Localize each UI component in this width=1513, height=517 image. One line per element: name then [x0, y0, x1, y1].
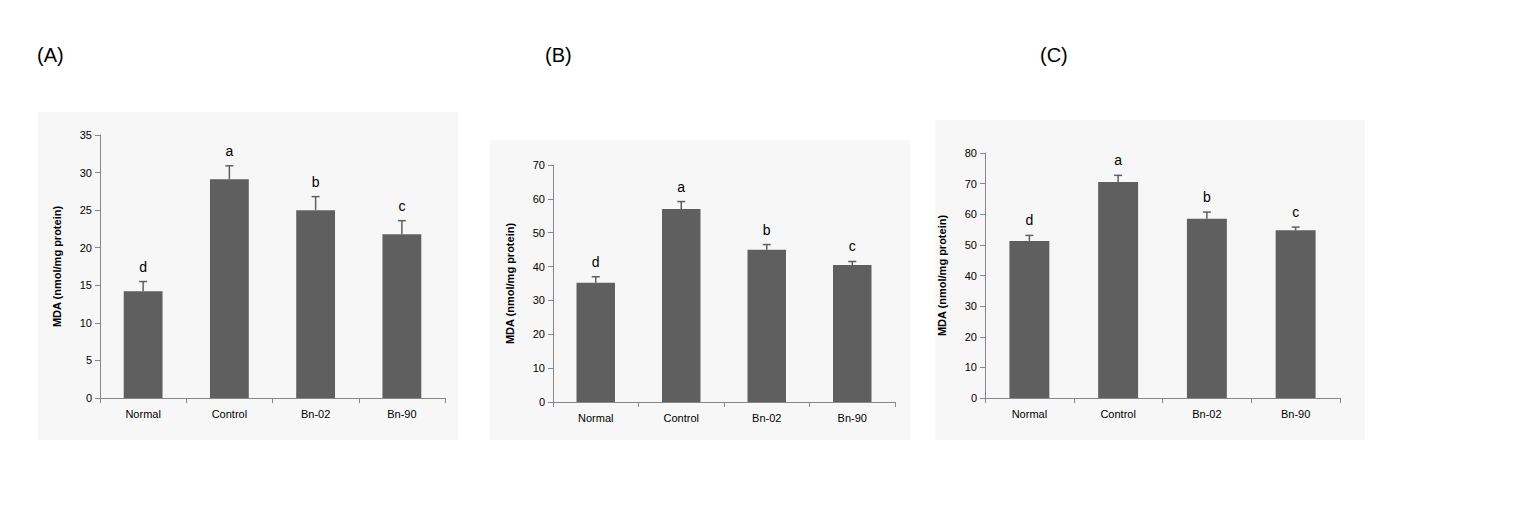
svg-text:70: 70: [533, 159, 545, 171]
svg-text:25: 25: [80, 204, 92, 216]
svg-text:10: 10: [80, 317, 92, 329]
svg-text:20: 20: [965, 331, 977, 343]
svg-text:40: 40: [533, 261, 545, 273]
svg-text:5: 5: [86, 354, 92, 366]
svg-text:Control: Control: [664, 412, 699, 424]
svg-text:b: b: [312, 174, 320, 190]
svg-text:35: 35: [80, 129, 92, 141]
svg-text:Normal: Normal: [125, 408, 160, 420]
svg-text:Bn-90: Bn-90: [838, 412, 867, 424]
svg-text:(A): (A): [37, 44, 64, 66]
svg-text:c: c: [398, 198, 405, 214]
svg-text:30: 30: [80, 167, 92, 179]
svg-text:d: d: [592, 254, 600, 270]
svg-text:(B): (B): [545, 44, 572, 66]
svg-text:50: 50: [533, 227, 545, 239]
svg-text:10: 10: [533, 362, 545, 374]
svg-text:50: 50: [965, 239, 977, 251]
svg-text:80: 80: [965, 147, 977, 159]
svg-text:a: a: [225, 143, 233, 159]
svg-text:MDA (nmol/mg protein): MDA (nmol/mg protein): [936, 215, 948, 337]
svg-text:Bn-90: Bn-90: [387, 408, 416, 420]
svg-text:30: 30: [965, 300, 977, 312]
svg-text:d: d: [1025, 212, 1033, 228]
svg-text:Bn-02: Bn-02: [752, 412, 781, 424]
svg-text:MDA (nmol/mg protein): MDA (nmol/mg protein): [51, 206, 63, 328]
svg-text:a: a: [677, 179, 685, 195]
svg-text:(C): (C): [1040, 44, 1068, 66]
svg-text:Control: Control: [1100, 408, 1135, 420]
svg-text:b: b: [763, 222, 771, 238]
svg-text:20: 20: [533, 328, 545, 340]
svg-text:Bn-02: Bn-02: [1192, 408, 1221, 420]
svg-text:c: c: [849, 238, 856, 254]
svg-text:0: 0: [539, 396, 545, 408]
svg-text:10: 10: [965, 361, 977, 373]
svg-text:60: 60: [533, 193, 545, 205]
svg-text:Normal: Normal: [1012, 408, 1047, 420]
svg-text:Bn-90: Bn-90: [1281, 408, 1310, 420]
svg-text:d: d: [139, 259, 147, 275]
svg-text:Control: Control: [212, 408, 247, 420]
svg-text:60: 60: [965, 208, 977, 220]
svg-text:15: 15: [80, 279, 92, 291]
svg-text:0: 0: [971, 392, 977, 404]
svg-text:Normal: Normal: [578, 412, 613, 424]
svg-text:0: 0: [86, 392, 92, 404]
svg-text:20: 20: [80, 242, 92, 254]
svg-text:30: 30: [533, 294, 545, 306]
svg-text:70: 70: [965, 178, 977, 190]
svg-text:a: a: [1114, 152, 1122, 168]
svg-text:Bn-02: Bn-02: [301, 408, 330, 420]
svg-text:MDA (nmol/mg protein): MDA (nmol/mg protein): [504, 223, 516, 345]
svg-text:c: c: [1292, 204, 1299, 220]
svg-text:40: 40: [965, 270, 977, 282]
svg-text:b: b: [1203, 189, 1211, 205]
